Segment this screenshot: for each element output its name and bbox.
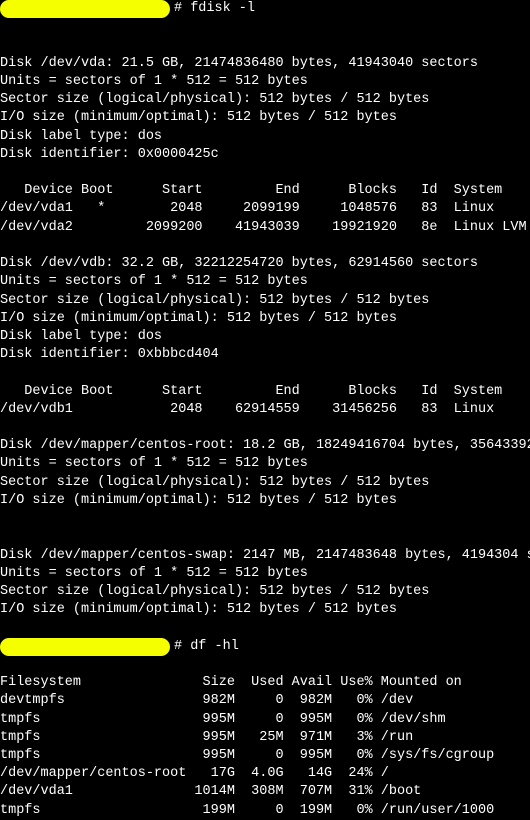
vda-sector: Sector size (logical/physical): 512 byte… [0,92,429,107]
df-row6: /dev/vda1 1014M 308M 707M 31% /boot [0,784,421,799]
root-header: Disk /dev/mapper/centos-root: 18.2 GB, 1… [0,438,530,453]
df-header: Filesystem Size Used Avail Use% Mounted … [0,675,462,690]
df-row4: tmpfs 995M 0 995M 0% /sys/fs/cgroup [0,748,494,763]
df-row1: devtmpfs 982M 0 982M 0% /dev [0,693,413,708]
redacted-host [0,638,170,656]
root-units: Units = sectors of 1 * 512 = 512 bytes [0,456,308,471]
df-row7: tmpfs 199M 0 199M 0% /run/user/1000 [0,803,494,818]
df-row5: /dev/mapper/centos-root 17G 4.0G 14G 24%… [0,766,389,781]
redacted-host [0,0,170,18]
swap-io: I/O size (minimum/optimal): 512 bytes / … [0,602,397,617]
vdb-io: I/O size (minimum/optimal): 512 bytes / … [0,311,397,326]
vda-header: Disk /dev/vda: 21.5 GB, 21474836480 byte… [0,56,478,71]
vdb-header: Disk /dev/vdb: 32.2 GB, 32212254720 byte… [0,256,478,271]
vda-io: I/O size (minimum/optimal): 512 bytes / … [0,110,397,125]
command-fdisk: # fdisk -l [174,0,255,18]
vdb-sector: Sector size (logical/physical): 512 byte… [0,293,429,308]
vda-units: Units = sectors of 1 * 512 = 512 bytes [0,74,308,89]
vda-label: Disk label type: dos [0,129,162,144]
df-row3: tmpfs 995M 25M 971M 3% /run [0,730,413,745]
root-io: I/O size (minimum/optimal): 512 bytes / … [0,493,397,508]
vdb-ident: Disk identifier: 0xbbbcd404 [0,347,219,362]
vda-row2: /dev/vda2 2099200 41943039 19921920 8e L… [0,220,527,235]
vdb-row1: /dev/vdb1 2048 62914559 31456256 83 Linu… [0,402,494,417]
swap-units: Units = sectors of 1 * 512 = 512 bytes [0,566,308,581]
vdb-table-header: Device Boot Start End Blocks Id System [0,384,502,399]
vdb-units: Units = sectors of 1 * 512 = 512 bytes [0,274,308,289]
df-row2: tmpfs 995M 0 995M 0% /dev/shm [0,712,446,727]
command-df: # df -hl [174,638,239,656]
vda-row1: /dev/vda1 * 2048 2099199 1048576 83 Linu… [0,201,494,216]
swap-header: Disk /dev/mapper/centos-swap: 2147 MB, 2… [0,548,530,563]
vdb-label: Disk label type: dos [0,329,162,344]
swap-sector: Sector size (logical/physical): 512 byte… [0,584,429,599]
root-sector: Sector size (logical/physical): 512 byte… [0,475,429,490]
terminal-output: # fdisk -l Disk /dev/vda: 21.5 GB, 21474… [0,0,530,820]
vda-ident: Disk identifier: 0x0000425c [0,147,219,162]
vda-table-header: Device Boot Start End Blocks Id System [0,183,502,198]
